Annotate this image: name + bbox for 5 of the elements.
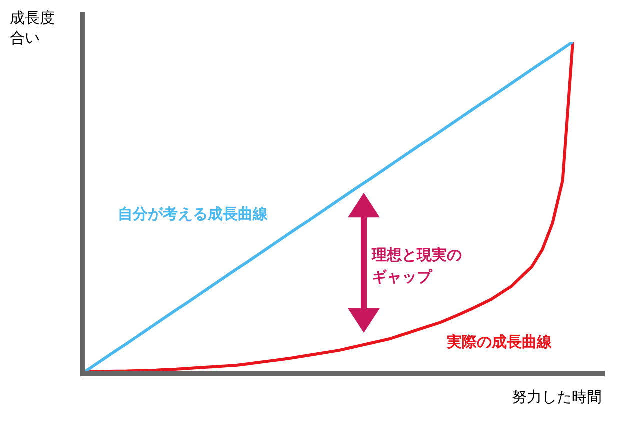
series-label: 自分が考える成長曲線 — [118, 205, 268, 224]
x-axis-title: 努力した時間 — [512, 388, 602, 407]
series-label: 実際の成長曲線 — [447, 333, 552, 352]
annotation: 理想と現実のギャップ — [372, 245, 463, 288]
y-axis-title: 成長度合い — [10, 8, 56, 48]
